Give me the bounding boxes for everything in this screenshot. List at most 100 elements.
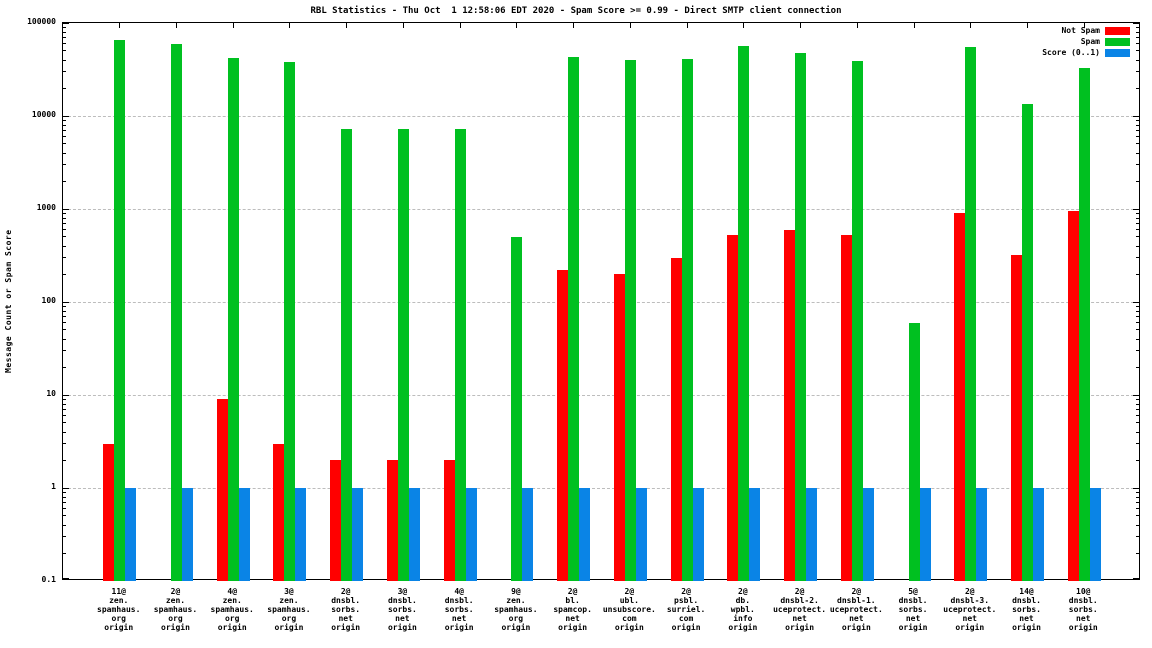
bar-not-spam: [670, 257, 682, 581]
x-category-label: 3@ zen. spamhaus. org origin: [267, 587, 311, 632]
bar-not-spam: [727, 234, 739, 581]
bar-spam: [681, 59, 693, 581]
bar-spam: [965, 47, 977, 581]
legend: Not Spam Spam Score (0..1): [1042, 26, 1130, 57]
y-axis-minor-tick: [63, 152, 66, 154]
x-category-label: 2@ ubl. unsubscore. com origin: [602, 587, 656, 632]
bar-score-0-1: [919, 488, 931, 581]
bar-score-0-1: [522, 488, 534, 581]
y-axis-minor-tick: [1136, 501, 1139, 503]
gridline: [63, 116, 1139, 117]
y-axis-tick: [63, 394, 69, 396]
y-axis-minor-tick: [1136, 129, 1139, 131]
x-category-label: 2@ dnsbl-2. uceprotect. net origin: [773, 587, 827, 632]
bar-spam: [397, 129, 409, 581]
y-axis-tick: [1133, 578, 1139, 579]
y-axis-minor-tick: [63, 26, 66, 28]
x-axis-tick: [686, 23, 688, 28]
y-axis-minor-tick: [63, 124, 66, 126]
x-axis-tick: [970, 23, 972, 28]
y-axis-minor-tick: [1136, 71, 1139, 73]
y-axis-minor-tick: [1136, 350, 1139, 352]
bar-score-0-1: [465, 488, 477, 581]
x-category-label: 2@ zen. spamhaus. org origin: [153, 587, 198, 632]
y-axis-minor-tick: [1136, 212, 1139, 214]
y-axis-minor-tick: [1136, 329, 1139, 331]
bar-score-0-1: [238, 488, 250, 581]
y-axis-tick: [63, 487, 69, 489]
legend-swatch: [1105, 48, 1130, 57]
y-axis-minor-tick: [1136, 164, 1139, 166]
y-axis-minor-tick: [1136, 152, 1139, 154]
x-axis-tick: [402, 23, 404, 28]
y-axis-minor-tick: [63, 164, 66, 166]
y-axis-minor-tick: [63, 136, 66, 138]
y-axis-minor-tick: [63, 71, 66, 73]
bar-not-spam: [386, 460, 398, 581]
y-axis-minor-tick: [63, 496, 66, 498]
y-axis-minor-tick: [63, 229, 66, 231]
y-axis-minor-tick: [63, 245, 66, 247]
y-axis-minor-tick: [1136, 536, 1139, 538]
y-axis-minor-tick: [1136, 229, 1139, 231]
y-axis-minor-tick: [1136, 366, 1139, 368]
x-category-label: 5@ dnsbl. sorbs. net origin: [898, 587, 928, 632]
y-axis-minor-tick: [1136, 422, 1139, 424]
bar-not-spam: [330, 460, 342, 581]
y-axis-minor-tick: [1136, 26, 1139, 28]
bar-spam: [284, 62, 296, 581]
y-axis-label: Message Count or Spam Score: [4, 229, 13, 373]
bar-score-0-1: [692, 488, 704, 581]
bar-score-0-1: [635, 488, 647, 581]
y-axis-tick: [1133, 394, 1139, 396]
x-category-label: 11@ zen. spamhaus. org origin: [97, 587, 141, 632]
bar-score-0-1: [408, 488, 420, 581]
y-axis-tick: [63, 578, 69, 579]
bar-spam: [114, 40, 126, 581]
gridline: [63, 209, 1139, 210]
y-axis-minor-tick: [63, 36, 66, 38]
y-axis-minor-tick: [63, 322, 66, 324]
bar-spam: [454, 129, 466, 581]
y-axis-minor-tick: [63, 119, 66, 121]
y-axis-minor-tick: [1136, 217, 1139, 219]
y-axis-minor-tick: [63, 236, 66, 238]
x-axis-tick: [346, 23, 348, 28]
y-axis-minor-tick: [1136, 443, 1139, 445]
y-axis-tick: [63, 23, 69, 24]
legend-item: Spam: [1081, 37, 1130, 46]
bar-score-0-1: [579, 488, 591, 581]
y-axis-minor-tick: [63, 217, 66, 219]
y-axis-minor-tick: [1136, 36, 1139, 38]
y-axis-minor-tick: [63, 338, 66, 340]
chart-title: RBL Statistics - Thu Oct 1 12:58:06 EDT …: [310, 6, 842, 16]
gridline: [63, 395, 1139, 396]
y-axis-minor-tick: [63, 273, 66, 275]
y-axis-minor-tick: [63, 398, 66, 400]
bar-not-spam: [1067, 211, 1079, 581]
y-axis-minor-tick: [1136, 305, 1139, 307]
y-axis-minor-tick: [1136, 236, 1139, 238]
bar-score-0-1: [976, 488, 988, 581]
bar-not-spam: [954, 213, 966, 581]
bar-not-spam: [216, 399, 228, 581]
y-axis-minor-tick: [63, 408, 66, 410]
x-axis-tick: [1083, 23, 1085, 28]
x-category-label: 2@ psbl. surriel. com origin: [666, 587, 706, 632]
plot-area: [62, 22, 1140, 581]
x-axis-tick: [119, 23, 121, 28]
y-axis-minor-tick: [63, 222, 66, 224]
x-category-label: 4@ dnsbl. sorbs. net origin: [444, 587, 474, 632]
bar-not-spam: [273, 443, 285, 581]
y-axis-minor-tick: [1136, 124, 1139, 126]
y-axis-minor-tick: [63, 212, 66, 214]
y-axis-minor-tick: [63, 515, 66, 517]
y-axis-minor-tick: [1136, 119, 1139, 121]
y-axis-minor-tick: [63, 129, 66, 131]
y-axis-minor-tick: [63, 31, 66, 33]
y-axis-minor-tick: [1136, 515, 1139, 517]
bar-score-0-1: [352, 488, 364, 581]
y-axis-minor-tick: [63, 366, 66, 368]
y-axis-minor-tick: [63, 536, 66, 538]
y-axis-minor-tick: [1136, 136, 1139, 138]
